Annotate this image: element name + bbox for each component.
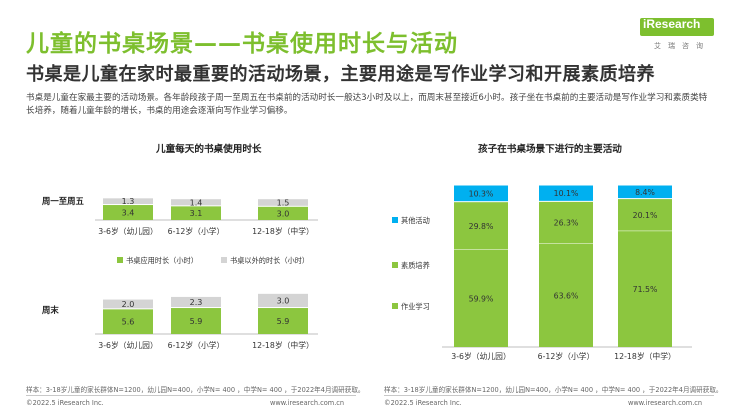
- left-footer-divider: [26, 395, 356, 396]
- weekday-category-1: 6-12岁（小学）: [168, 226, 225, 236]
- right-category-1: 6-12岁（小学）: [538, 351, 595, 361]
- activity-bar-quality-1: [539, 201, 593, 244]
- logo-badge: [640, 18, 714, 36]
- activity-bar-quality-0: [454, 202, 508, 250]
- activity-label-study-2: 71.5%: [633, 285, 658, 294]
- weekday-bar-desk-0: [103, 205, 153, 220]
- right-chart: 59.9% 29.8% 10.3% 63.6% 26.3% 10.1% 71.5% 20.1%…: [392, 185, 692, 361]
- weekday-label-other-1: 1.4: [190, 198, 203, 207]
- legend-other-label: 书桌以外的时长（小时）: [230, 256, 309, 265]
- activity-label-quality-2: 20.1%: [633, 211, 658, 220]
- iresearch-logo: iResearch 艾瑞咨询: [640, 14, 720, 54]
- activity-label-other-2: 8.4%: [635, 188, 655, 197]
- description: 书桌是儿童在家最主要的活动场景。各年龄段孩子周一至周五在书桌前的活动时长一般达3…: [26, 93, 708, 116]
- right-source-note: 样本：3-18岁儿童的家长群体N=1200，幼儿园N=400，小学N= 400 …: [384, 386, 723, 394]
- activity-bar-other-2: [618, 185, 672, 199]
- copyright-right: ©2022.5 iResearch Inc.: [384, 399, 462, 407]
- legend-desk-swatch: [117, 257, 123, 263]
- weekend-label-other-0: 2.0: [122, 300, 135, 309]
- weekday-label-desk-1: 3.1: [190, 209, 203, 218]
- url-left: www.iresearch.com.cn: [270, 399, 345, 407]
- weekday-label-other-2: 1.5: [277, 199, 290, 208]
- activity-label-quality-0: 29.8%: [469, 222, 494, 231]
- weekend-label-desk-2: 5.9: [277, 317, 290, 326]
- weekend-label-desk-1: 5.9: [190, 317, 203, 326]
- weekend-bar-other-0: [103, 299, 153, 309]
- right-chart-title: 孩子在书桌场景下进行的主要活动: [478, 144, 622, 155]
- activity-bar-study-1: [539, 243, 593, 347]
- weekend-bar-desk-2: [258, 308, 308, 334]
- activity-bar-other-0: [454, 185, 508, 202]
- weekend-bar-other-2: [258, 293, 308, 308]
- weekend-category-0: 3-6岁（幼儿园）: [98, 340, 158, 350]
- weekend-bar-desk-0: [103, 309, 153, 334]
- weekend-category-2: 12-18岁（中学）: [252, 340, 314, 350]
- right-legend-label-0: 其他活动: [401, 216, 430, 225]
- activity-label-other-1: 10.1%: [554, 189, 579, 198]
- weekend-bar-desk-1: [171, 308, 221, 334]
- weekday-bar-other-1: [171, 199, 221, 206]
- url-right: www.iresearch.com.cn: [628, 399, 703, 407]
- left-source-note: 样本：3-18岁儿童的家长群体N=1200，幼儿园N=400，小学N= 400 …: [26, 386, 365, 394]
- activity-bar-study-2: [618, 231, 672, 347]
- logo-cn: 艾瑞咨询: [654, 42, 710, 50]
- weekday-bar-other-2: [258, 199, 308, 206]
- weekend-label-desk-0: 5.6: [122, 318, 135, 327]
- weekday-label-other-0: 1.3: [122, 197, 135, 206]
- right-legend-swatch-0: [392, 217, 398, 223]
- weekday-category-0: 3-6岁（幼儿园）: [98, 226, 158, 236]
- right-category-0: 3-6岁（幼儿园）: [451, 351, 511, 361]
- weekday-category-2: 12-18岁（中学）: [252, 226, 314, 236]
- weekend-label-other-1: 2.3: [190, 298, 203, 307]
- weekend-bar-other-1: [171, 296, 221, 308]
- right-legend-label-2: 作业学习: [401, 302, 430, 311]
- right-footer-divider: [384, 395, 714, 396]
- weekend-category-1: 6-12岁（小学）: [168, 340, 225, 350]
- logo-text: iResearch: [643, 17, 701, 31]
- right-legend-swatch-1: [392, 262, 398, 268]
- weekday-label-desk-2: 3.0: [277, 209, 290, 218]
- weekday-label-desk-0: 3.4: [122, 209, 135, 218]
- activity-label-study-0: 59.9%: [469, 294, 494, 303]
- right-legend-swatch-2: [392, 303, 398, 309]
- legend-other-swatch: [221, 257, 227, 263]
- weekday-panel-label: 周一至周五: [42, 196, 84, 206]
- left-chart-title: 儿童每天的书桌使用时长: [156, 144, 262, 155]
- page-subtitle: 书桌是儿童在家时最重要的活动场景，主要用途是写作业学习和开展素质培养: [26, 64, 655, 85]
- copyright-left: ©2022.5 iResearch Inc.: [26, 399, 104, 407]
- legend-desk-label: 书桌应用时长（小时）: [126, 256, 198, 265]
- weekend-label-other-2: 3.0: [277, 296, 290, 305]
- activity-bar-other-1: [539, 185, 593, 201]
- weekend-panel-label: 周末: [42, 305, 59, 315]
- activity-label-quality-1: 26.3%: [554, 219, 579, 228]
- weekday-bar-desk-1: [171, 206, 221, 220]
- right-category-2: 12-18岁（中学）: [614, 351, 676, 361]
- page-title: 儿童的书桌场景——书桌使用时长与活动: [26, 31, 458, 57]
- activity-label-other-0: 10.3%: [469, 189, 494, 198]
- weekday-bar-other-0: [103, 198, 153, 205]
- activity-label-study-1: 63.6%: [554, 291, 579, 300]
- activity-bar-study-0: [454, 249, 508, 347]
- activity-bar-quality-2: [618, 199, 672, 231]
- weekday-bar-desk-2: [258, 206, 308, 220]
- right-legend-label-1: 素质培养: [401, 261, 430, 270]
